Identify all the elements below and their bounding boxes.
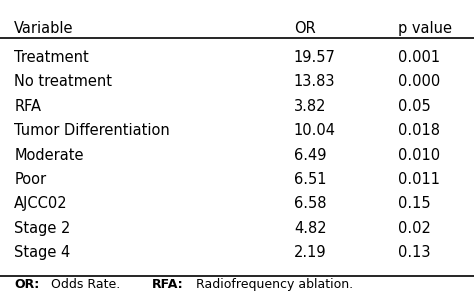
Text: 4.82: 4.82 xyxy=(294,221,327,236)
Text: 2.19: 2.19 xyxy=(294,245,327,260)
Text: Radiofrequency ablation.: Radiofrequency ablation. xyxy=(192,278,354,291)
Text: 6.51: 6.51 xyxy=(294,172,327,187)
Text: Moderate: Moderate xyxy=(14,148,84,163)
Text: 0.15: 0.15 xyxy=(398,196,431,211)
Text: 0.000: 0.000 xyxy=(398,75,440,89)
Text: No treatment: No treatment xyxy=(14,75,112,89)
Text: 0.010: 0.010 xyxy=(398,148,440,163)
Text: Variable: Variable xyxy=(14,21,74,36)
Text: AJCC02: AJCC02 xyxy=(14,196,68,211)
Text: Tumor Differentiation: Tumor Differentiation xyxy=(14,123,170,138)
Text: 19.57: 19.57 xyxy=(294,50,336,65)
Text: Odds Rate.: Odds Rate. xyxy=(47,278,128,291)
Text: 0.001: 0.001 xyxy=(398,50,440,65)
Text: 0.011: 0.011 xyxy=(398,172,440,187)
Text: Poor: Poor xyxy=(14,172,46,187)
Text: Stage 2: Stage 2 xyxy=(14,221,71,236)
Text: 6.49: 6.49 xyxy=(294,148,327,163)
Text: OR: OR xyxy=(294,21,316,36)
Text: 13.83: 13.83 xyxy=(294,75,336,89)
Text: p value: p value xyxy=(398,21,452,36)
Text: 0.02: 0.02 xyxy=(398,221,431,236)
Text: 0.05: 0.05 xyxy=(398,99,431,114)
Text: Treatment: Treatment xyxy=(14,50,89,65)
Text: 6.58: 6.58 xyxy=(294,196,327,211)
Text: 0.018: 0.018 xyxy=(398,123,440,138)
Text: RFA: RFA xyxy=(14,99,41,114)
Text: 0.13: 0.13 xyxy=(398,245,431,260)
Text: RFA:: RFA: xyxy=(152,278,183,291)
Text: OR:: OR: xyxy=(14,278,39,291)
Text: 3.82: 3.82 xyxy=(294,99,327,114)
Text: 10.04: 10.04 xyxy=(294,123,336,138)
Text: Stage 4: Stage 4 xyxy=(14,245,71,260)
